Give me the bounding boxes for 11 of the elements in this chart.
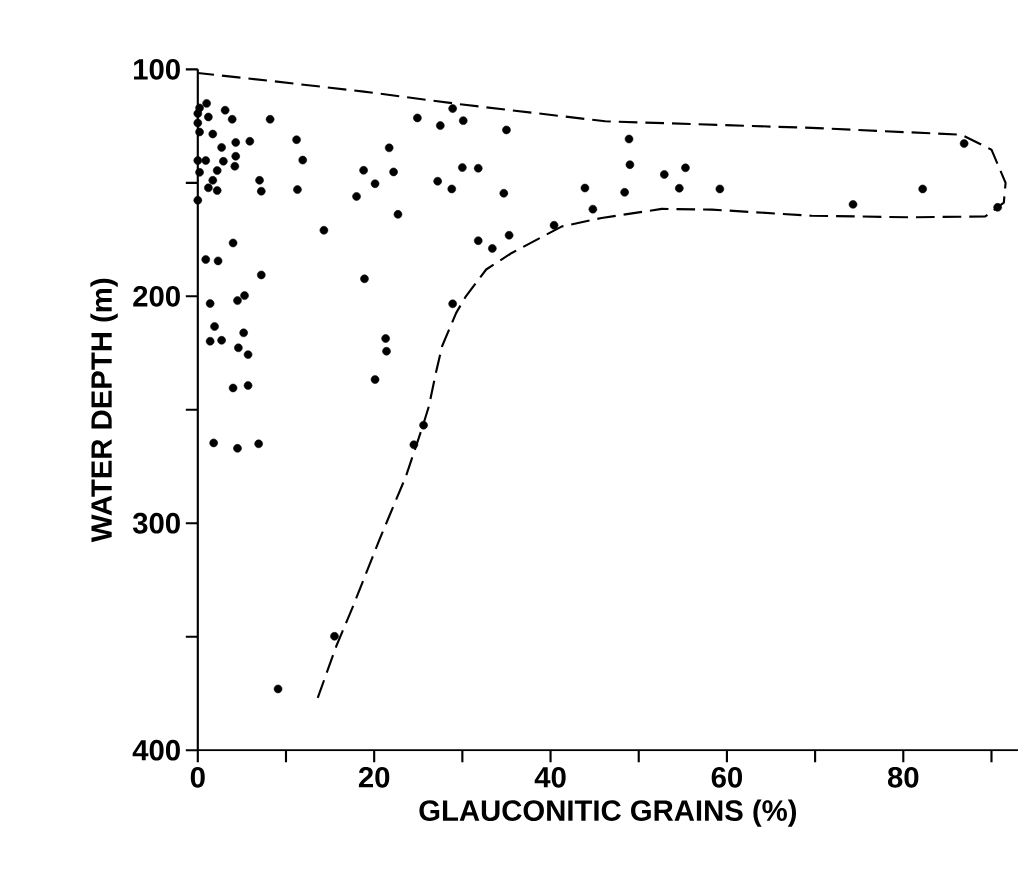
y-tick-label: 200	[133, 285, 180, 307]
x-tick-label: 20	[358, 766, 390, 788]
x-tick-label: 40	[534, 766, 566, 788]
y-axis-title: WATER DEPTH (m)	[90, 278, 118, 543]
y-tick-label: 300	[132, 512, 180, 534]
x-tick-label: 60	[711, 766, 743, 788]
x-tick-label: 0	[190, 766, 205, 788]
x-axis-title: GLAUCONITIC GRAINS (%)	[419, 799, 797, 827]
y-tick-label: 100	[134, 58, 180, 80]
x-tick-label: 80	[887, 766, 919, 788]
y-tick-label: 400	[132, 739, 180, 761]
